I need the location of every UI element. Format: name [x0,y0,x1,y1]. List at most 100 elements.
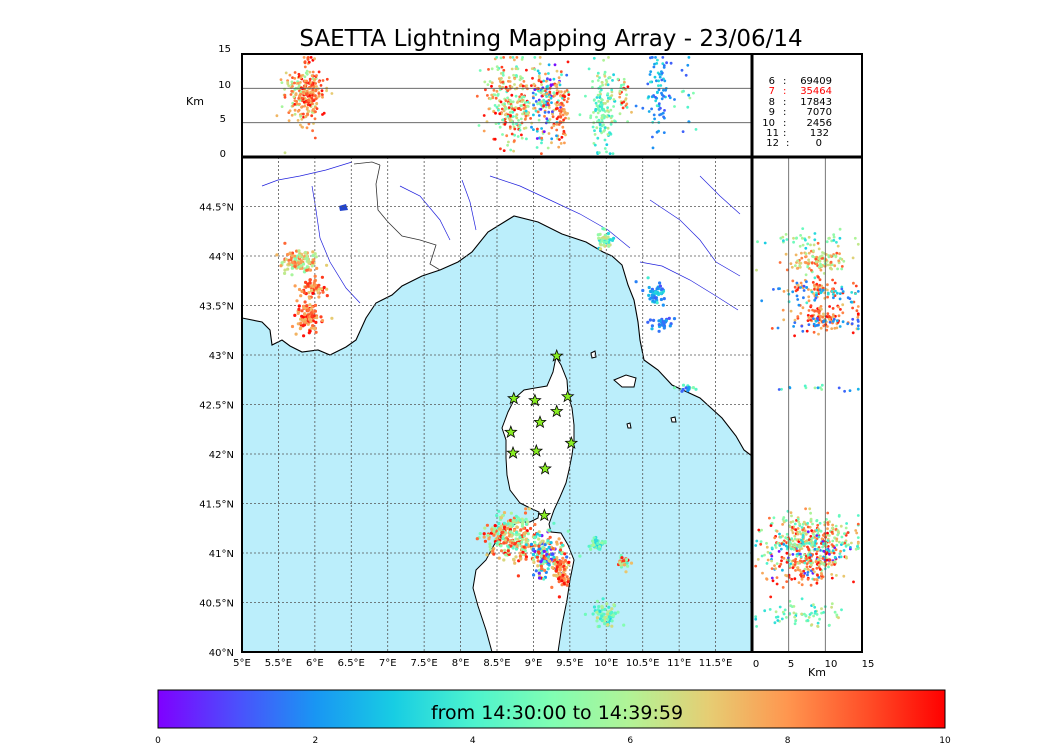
lightning-latitude-point [831,307,835,310]
lightning-altitude-point [589,116,592,120]
lightning-latitude-point [777,388,781,391]
gorgona-island [626,422,632,429]
lightning-source-point [539,564,544,568]
lightning-source-point [543,543,547,547]
lightning-altitude-point [562,104,565,107]
lightning-source-point [600,618,604,623]
lightning-latitude-point [792,559,795,562]
lightning-source-point [537,537,541,541]
lightning-latitude-point [793,534,797,538]
lightning-altitude-point [502,68,506,72]
lightning-altitude-point [500,65,504,69]
lightning-source-point [531,552,536,557]
lightning-source-point [520,521,524,525]
lightning-altitude-point [511,110,515,114]
lightning-source-point [655,301,659,305]
lightning-source-point [529,526,533,531]
lightning-latitude-point [806,545,809,549]
lightning-source-point [301,318,305,322]
lightning-altitude-point [600,103,604,107]
lightning-altitude-point [509,114,512,118]
lightning-altitude-point [311,88,315,92]
lightning-altitude-point [557,76,561,79]
lightning-altitude-point [543,111,547,114]
lightning-latitude-point [855,309,859,313]
lightning-latitude-point [787,576,791,579]
lightning-altitude-point [604,102,607,105]
lightning-latitude-point [817,535,821,539]
lightning-source-point [300,309,304,313]
lightning-altitude-point [559,94,562,98]
lightning-latitude-point [759,542,763,546]
lightning-latitude-point [820,542,823,545]
lightning-source-point [291,261,295,265]
lightning-altitude-point [290,89,294,93]
lightning-latitude-point [840,285,844,289]
lightning-source-point [600,604,604,609]
lightning-altitude-point [530,125,533,129]
lightning-latitude-point [821,251,824,254]
lightning-latitude-point [843,389,846,393]
lightning-altitude-point [291,104,295,108]
station-count-separator: : [783,86,786,97]
lightning-source-point [660,323,664,327]
lightning-altitude-point [543,89,547,93]
lightning-source-point [305,304,309,308]
lightning-altitude-point [314,89,318,93]
lightning-source-point [299,326,303,330]
lightning-latitude-point [792,611,796,615]
lightning-altitude-point [507,79,510,83]
lightning-source-point [307,317,312,321]
lightning-latitude-point [801,531,805,535]
lightning-latitude-point [813,578,816,581]
lightning-altitude-point [555,69,559,73]
lightning-latitude-point [821,557,825,560]
lightning-altitude-point [559,142,563,145]
river-line [461,179,477,231]
lightning-latitude-point [792,605,796,608]
lightning-altitude-point [499,56,503,60]
lightning-latitude-point [785,560,789,564]
lightning-latitude-point [835,251,839,255]
lightning-altitude-point [521,76,524,80]
lightning-altitude-point [509,110,512,114]
lightning-latitude-point [789,309,793,313]
lightning-latitude-point [830,530,834,534]
lightning-source-point [303,306,307,310]
lightning-altitude-point [544,105,548,109]
lightning-source-point [565,575,569,579]
lightning-source-point [548,528,552,532]
lightning-source-point [597,605,601,609]
lightning-latitude-point [834,548,838,552]
lma-station-star [529,443,544,457]
lightning-source-point [514,514,518,518]
lightning-latitude-point [818,617,821,621]
lightning-altitude-point [482,129,486,133]
lightning-latitude-point [784,252,788,256]
lightning-latitude-point [773,543,777,547]
lightning-altitude-point [524,126,528,130]
lightning-map-points [275,227,698,629]
lightning-latitude-point [830,526,834,530]
lightning-altitude-point [550,101,553,104]
lightning-source-point [598,247,603,251]
station-count-value: 17843 [800,97,832,108]
lightning-latitude-point [821,288,825,292]
lightning-altitude-point [630,110,633,114]
lightning-altitude-point [519,83,522,87]
lightning-latitude-point [826,527,829,531]
lightning-latitude-point [781,568,784,572]
lightning-latitude-point [801,528,805,532]
lma-station-star [549,348,564,362]
lightning-latitude-point [854,547,858,551]
lightning-altitude-point [558,83,562,87]
lightning-altitude-point [535,146,539,149]
lightning-source-point [496,534,500,538]
lightning-altitude-point [312,85,316,88]
lightning-altitude-point [478,69,482,72]
lightning-altitude-point [564,133,567,137]
lightning-source-point [549,541,553,545]
lightning-latitude-point [822,611,825,614]
lightning-latitude-point [815,547,819,551]
lightning-altitude-point [651,135,654,139]
